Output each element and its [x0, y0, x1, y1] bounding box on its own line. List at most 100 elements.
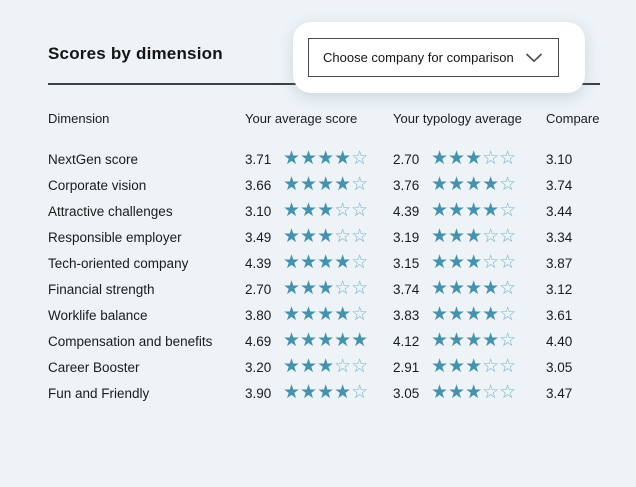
- your-average-score-value: 3.66: [245, 177, 272, 193]
- typology-average-star-rating: ★★★☆☆: [431, 250, 517, 273]
- table-row: Tech-oriented company 4.39 ★★★★☆ 3.15 ★★★☆☆ 3…: [48, 250, 636, 276]
- your-average-star-rating: ★★★☆☆: [283, 224, 369, 247]
- star-empty-icons: ☆: [499, 172, 517, 195]
- column-header-typology-average: Your typology average: [393, 111, 522, 126]
- typology-average-score-value: 4.39: [393, 203, 420, 219]
- typology-average-score-value: 3.83: [393, 307, 420, 323]
- dimension-label: Attractive challenges: [48, 203, 173, 219]
- typology-average-score-cell: 3.19 ★★★☆☆: [393, 224, 546, 247]
- table-header-row: Dimension Your average score Your typolo…: [48, 111, 636, 126]
- typology-average-star-rating: ★★★☆☆: [431, 380, 516, 403]
- typology-average-score-cell: 2.70 ★★★☆☆: [393, 146, 546, 169]
- star-filled-icons: ★★★★: [431, 172, 500, 195]
- star-filled-icons: ★★★: [283, 224, 335, 247]
- dimension-label: Worklife balance: [48, 307, 148, 323]
- your-average-star-rating: ★★★★☆: [283, 250, 369, 273]
- star-filled-icons: ★★★: [283, 354, 335, 377]
- star-filled-icons: ★★★: [431, 380, 483, 403]
- compare-value: 3.34: [546, 229, 573, 245]
- typology-average-score-cell: 3.15 ★★★☆☆: [393, 250, 546, 273]
- table-row: Fun and Friendly 3.90 ★★★★☆ 3.05 ★★★☆☆ 3.47: [48, 380, 636, 406]
- your-average-score-value: 4.69: [245, 333, 272, 349]
- typology-average-score-cell: 3.05 ★★★☆☆: [393, 380, 546, 403]
- dimension-label: Compensation and benefits: [48, 333, 213, 349]
- your-average-score-cell: 2.70 ★★★☆☆: [245, 276, 393, 299]
- compare-value: 3.10: [546, 151, 573, 167]
- star-filled-icons: ★★★: [431, 354, 483, 377]
- your-average-score-value: 3.80: [245, 307, 272, 323]
- compare-value: 3.61: [546, 307, 573, 323]
- compare-value: 3.74: [546, 177, 573, 193]
- star-empty-icons: ☆: [351, 172, 369, 195]
- column-header-your-average: Your average score: [245, 111, 358, 126]
- your-average-score-cell: 3.71 ★★★★☆: [245, 148, 393, 169]
- compare-value: 3.87: [546, 255, 573, 271]
- star-empty-icons: ☆☆: [334, 354, 369, 377]
- dimension-label: Tech-oriented company: [48, 255, 189, 271]
- dimension-label: Responsible employer: [48, 229, 182, 245]
- table-row: Worklife balance 3.80 ★★★★☆ 3.83 ★★★★☆ 3.61: [48, 302, 636, 328]
- compare-value: 3.05: [546, 359, 573, 375]
- your-average-score-cell: 4.39 ★★★★☆: [245, 250, 393, 273]
- table-row: Responsible employer 3.49 ★★★☆☆ 3.19 ★★★☆☆ 3.…: [48, 224, 636, 250]
- typology-average-score-cell: 3.83 ★★★★☆: [393, 302, 546, 325]
- typology-average-score-value: 2.91: [393, 359, 420, 375]
- company-comparison-select-label: Choose company for comparison: [323, 50, 514, 65]
- your-average-score-cell: 3.66 ★★★★☆: [245, 172, 393, 195]
- star-empty-icons: ☆☆: [334, 276, 369, 299]
- typology-average-score-cell: 3.74 ★★★★☆: [393, 276, 546, 299]
- your-average-star-rating: ★★★☆☆: [283, 198, 369, 221]
- typology-average-score-value: 3.15: [393, 255, 420, 271]
- star-filled-icons: ★★★★: [431, 302, 500, 325]
- column-header-compare: Compare: [546, 111, 600, 126]
- your-average-score-cell: 4.69 ★★★★★: [245, 328, 393, 351]
- your-average-score-value: 2.70: [245, 281, 272, 297]
- typology-average-star-rating: ★★★★☆: [431, 302, 516, 325]
- your-average-score-value: 3.49: [245, 229, 272, 245]
- your-average-star-rating: ★★★★☆: [283, 172, 369, 195]
- star-filled-icons: ★★★: [431, 250, 483, 273]
- your-average-star-rating: ★★★☆☆: [283, 276, 369, 299]
- dimension-label: Financial strength: [48, 281, 155, 297]
- dimension-label: Fun and Friendly: [48, 385, 150, 401]
- star-empty-icons: ☆: [351, 250, 369, 273]
- typology-average-score-value: 2.70: [393, 151, 420, 167]
- typology-average-star-rating: ★★★☆☆: [431, 354, 516, 377]
- your-average-score-cell: 3.90 ★★★★☆: [245, 380, 393, 403]
- star-filled-icons: ★★★: [283, 198, 335, 221]
- typology-average-score-cell: 2.91 ★★★☆☆: [393, 354, 546, 377]
- your-average-star-rating: ★★★★☆: [283, 302, 369, 325]
- star-filled-icons: ★★★★: [283, 380, 352, 403]
- your-average-star-rating: ★★★★☆: [283, 148, 368, 168]
- star-empty-icons: ☆☆: [334, 198, 369, 221]
- typology-average-score-cell: 4.12 ★★★★☆: [393, 330, 546, 351]
- table-row: Corporate vision 3.66 ★★★★☆ 3.76 ★★★★☆ 3.74: [48, 172, 636, 198]
- compare-value: 3.47: [546, 385, 573, 401]
- dimension-label: Career Booster: [48, 359, 140, 375]
- your-average-score-value: 3.71: [245, 151, 272, 167]
- typology-average-star-rating: ★★★★☆: [431, 198, 517, 221]
- typology-average-score-value: 3.05: [393, 385, 420, 401]
- star-filled-icons: ★★★: [431, 146, 483, 169]
- dimension-label: NextGen score: [48, 151, 139, 167]
- typology-average-score-cell: 3.76 ★★★★☆: [393, 172, 546, 195]
- compare-value: 4.40: [546, 333, 573, 349]
- star-empty-icons: ☆☆: [482, 250, 517, 273]
- star-filled-icons: ★★★★: [431, 276, 500, 299]
- star-filled-icons: ★★★: [431, 224, 483, 247]
- star-empty-icons: ☆☆: [482, 224, 517, 247]
- your-average-score-value: 3.20: [245, 359, 272, 375]
- table-row: Compensation and benefits 4.69 ★★★★★ 4.12 ★★…: [48, 328, 636, 354]
- typology-average-score-value: 3.74: [393, 281, 420, 297]
- star-filled-icons: ★★★★: [283, 250, 352, 273]
- your-average-star-rating: ★★★☆☆: [283, 354, 369, 377]
- star-empty-icons: ☆☆: [334, 224, 369, 247]
- typology-average-score-value: 3.76: [393, 177, 420, 193]
- star-empty-icons: ☆: [351, 302, 369, 325]
- company-comparison-select[interactable]: Choose company for comparison: [308, 38, 559, 77]
- star-filled-icons: ★★★★: [283, 172, 352, 195]
- star-filled-icons: ★★★★★: [283, 328, 369, 351]
- typology-average-star-rating: ★★★★☆: [431, 172, 517, 195]
- star-filled-icons: ★★★★: [283, 302, 352, 325]
- star-empty-icons: ☆: [499, 198, 517, 221]
